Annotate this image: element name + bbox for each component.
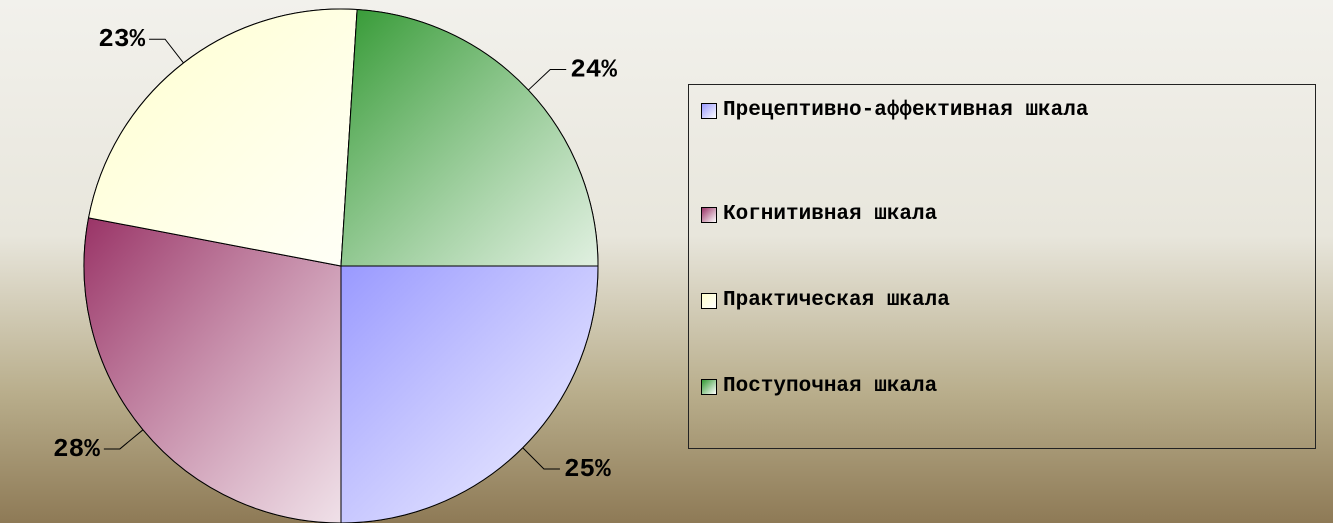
slice-shade (84, 218, 341, 523)
slice-shade (341, 266, 598, 523)
legend-item: Поступочная шкала (701, 371, 1303, 457)
legend-item: Прецептивно-аффективная шкала (701, 95, 1303, 199)
legend-label: Прецептивно-аффективная шкала (723, 95, 1293, 127)
data-label: 28% (53, 434, 100, 464)
leader-line (528, 70, 566, 91)
legend-label: Поступочная шкала (723, 371, 1293, 403)
legend-swatch (701, 207, 717, 223)
leader-line (523, 448, 560, 469)
slice-shade (341, 10, 598, 266)
leader-line (149, 39, 183, 63)
page: 25% 28% 23% 24% Прецептивно-аффективная шка… (0, 0, 1333, 523)
legend-item: Практическая шкала (701, 285, 1303, 371)
data-label: 24% (570, 54, 617, 84)
legend-swatch (701, 103, 717, 119)
data-label: 25% (564, 454, 611, 484)
legend-label: Практическая шкала (723, 285, 1293, 317)
legend-label: Когнитивная шкала (723, 199, 1293, 231)
leader-line (104, 430, 143, 449)
legend-swatch (701, 379, 717, 395)
legend: Прецептивно-аффективная шкала Когнитивная… (688, 84, 1316, 449)
legend-item: Когнитивная шкала (701, 199, 1303, 285)
data-label: 23% (98, 24, 145, 54)
legend-swatch (701, 293, 717, 309)
